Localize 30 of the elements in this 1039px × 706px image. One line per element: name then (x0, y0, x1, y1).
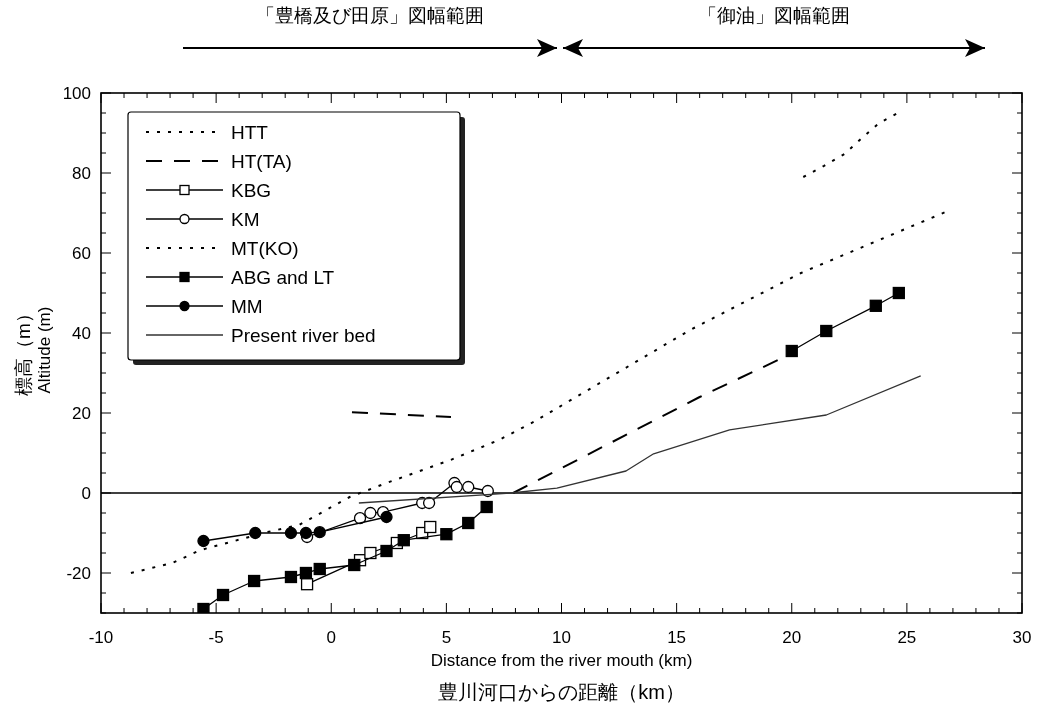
ytick-label: 80 (72, 164, 91, 183)
xtick-label: -10 (88, 628, 114, 647)
ytick-label: 20 (72, 404, 91, 423)
legend-label: ABG and LT (231, 267, 335, 288)
annotation: 「御油」図幅範囲 (698, 5, 850, 26)
ylabel: 標高（m） (13, 304, 34, 396)
legend-label: KM (231, 209, 260, 230)
ytick-label: -20 (66, 564, 91, 583)
annotation: 「豊橋及び田原」図幅範囲 (256, 5, 484, 26)
xtick-label: 5 (441, 628, 452, 647)
xlabel: 豊川河口からの距離（km） (438, 681, 685, 703)
xtick-label: 20 (782, 628, 802, 647)
xlabel: Distance from the river mouth (km) (430, 651, 693, 670)
ytick-label: 100 (62, 84, 91, 103)
xtick-label: -5 (208, 628, 224, 647)
legend-label: HT(TA) (231, 151, 292, 172)
legend-label: Present river bed (231, 325, 376, 346)
xtick-label: 25 (897, 628, 917, 647)
legend-label: MT(KO) (231, 238, 299, 259)
ylabel: Altitude (m) (35, 306, 54, 394)
ytick-label: 60 (72, 244, 91, 263)
ytick-label: 0 (81, 484, 91, 503)
ytick-label: 40 (72, 324, 91, 343)
xtick-label: 30 (1012, 628, 1032, 647)
legend-label: HTT (231, 122, 268, 143)
xtick-label: 10 (552, 628, 571, 647)
xtick-label: 15 (667, 628, 687, 647)
legend-label: MM (231, 296, 263, 317)
legend-label: KBG (231, 180, 272, 201)
xtick-label: 0 (326, 628, 336, 647)
